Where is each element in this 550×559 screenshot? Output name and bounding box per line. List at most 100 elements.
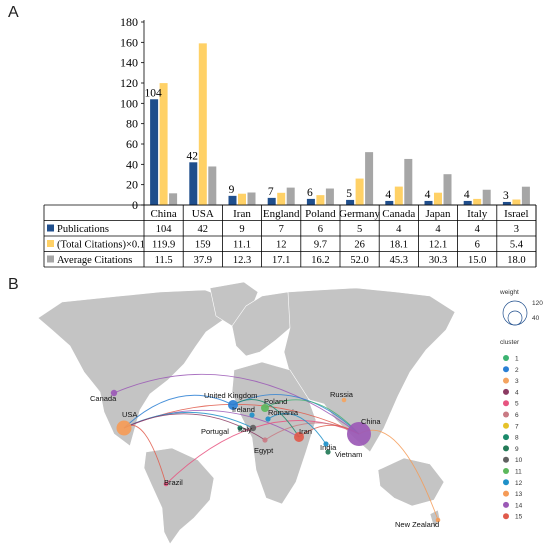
y-tick-label: 20 [126,178,138,192]
panel-a-label: A [8,4,19,21]
cluster-legend-dot [503,468,509,474]
legend-swatch [47,255,54,263]
cluster-legend-label: 4 [515,389,519,396]
cluster-legend-dot [503,411,509,418]
country-label: Portugal [201,427,229,436]
data-label: 42 [187,150,199,162]
x-tick-label: China [150,208,176,220]
country-node [325,449,331,455]
table-cell: 15.0 [468,255,486,266]
cluster-legend-dot [503,422,509,429]
average-citations-bar [404,158,413,205]
publications-bar [502,201,511,205]
cluster-legend-dot [503,456,509,463]
table-cell: 4 [435,224,441,235]
country-node [347,422,371,446]
x-tick-label: Germany [339,208,380,220]
table-cell: 17.1 [272,255,290,266]
data-label: 4 [464,189,470,201]
x-tick-label: Japan [425,208,451,220]
country-label: Canada [90,394,117,403]
country-label: Egypt [254,446,274,455]
collaboration-link [232,394,360,435]
data-label: 4 [425,189,431,201]
country-node [228,400,238,410]
country-label: Russia [330,390,354,399]
cluster-legend-label: 14 [515,502,523,509]
cluster-legend-label: 9 [515,446,519,453]
country-label: USA [122,410,137,419]
weight-legend-circle [502,300,528,326]
data-label: 3 [503,190,509,202]
table-cell: 3 [514,224,519,235]
data-label: 4 [385,189,391,201]
cluster-legend-dot [503,490,509,497]
country-node [262,437,268,443]
cluster-legend-label: 8 [515,435,519,442]
australia-landmass [377,457,445,507]
cluster-legend-dot [503,377,509,384]
country-label: Ireland [232,405,255,414]
table-cell: 42 [198,224,209,235]
y-tick-label: 40 [126,157,138,171]
table-cell: 11.5 [155,255,173,266]
data-label: 104 [144,87,162,99]
cluster-legend-label: 1 [515,356,519,363]
x-tick-label: England [263,208,300,220]
y-tick-label: 160 [120,35,138,49]
table-cell: 11.1 [233,240,251,251]
country-node [323,441,329,447]
collaboration-link [232,399,300,438]
collaboration-link [113,373,360,435]
legend-label: Average Citations [57,255,132,266]
weight-legend-value: 120 [532,300,543,307]
data-label: 6 [307,187,313,199]
table-cell: 18.0 [507,255,525,266]
cluster-legend-label: 11 [515,469,522,476]
data-label: 7 [268,186,274,198]
country-label: Vietnam [335,450,362,459]
cluster-legend-dot [503,479,509,486]
collaboration-link [264,399,360,435]
table-cell: 6 [318,224,323,235]
country-label: Poland [264,397,287,406]
cluster-legend-label: 7 [515,423,519,430]
average-citations-bar [365,152,374,205]
table-cell: 7 [279,224,284,235]
publications-bar [267,197,276,205]
country-label: Italy [238,425,252,434]
table-cell: 12.3 [233,255,251,266]
legend-label: Publications [57,224,109,235]
average-citations-bar [208,166,217,205]
country-label: India [320,443,337,452]
total-citations-bar [473,198,482,205]
collaboration-link [123,413,266,441]
collaboration-map: China USA Iran United Kingdom Canada Russia Po… [37,281,543,545]
y-tick-label: 180 [120,15,138,29]
country-node [116,420,132,436]
publications-bar [385,200,394,205]
country-label: China [361,417,381,426]
average-citations-bar [247,192,256,205]
table-cell: 26 [354,240,365,251]
country-node [261,404,269,412]
x-tick-label: Italy [467,208,488,220]
country-label: Romania [268,408,299,417]
legend-swatch [47,224,54,232]
table-cell: 5 [357,224,362,235]
south-america-landmass [143,447,215,545]
table-cell: 4 [396,224,402,235]
average-citations-bar [286,187,295,205]
data-label: 5 [346,188,352,200]
total-citations-bar [394,186,403,205]
table-cell: 159 [195,240,211,251]
cluster-legend-dot [503,445,509,452]
cluster-legend-label: 12 [515,480,523,487]
cluster-legend-label: 10 [515,457,523,464]
total-citations-bar [277,192,286,205]
total-citations-bar [512,199,521,205]
publications-bar [306,198,315,205]
cluster-legend-dot [503,434,509,441]
country-node [237,425,243,431]
